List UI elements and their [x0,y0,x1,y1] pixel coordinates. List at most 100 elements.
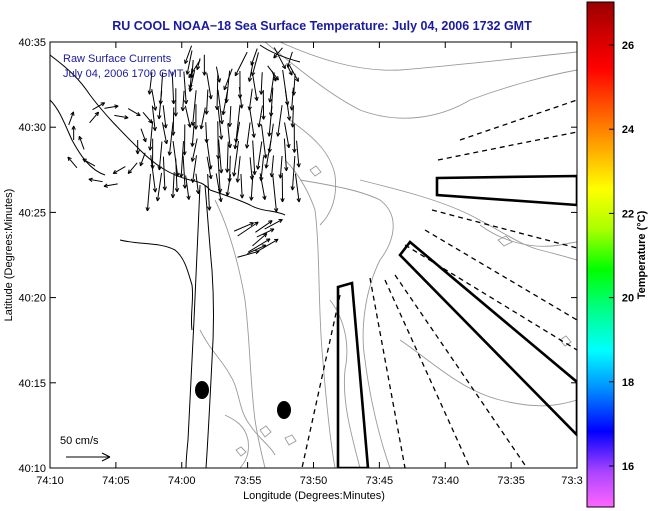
current-vectors [67,45,301,258]
current-vector-arrow [162,156,167,191]
current-vector-arrow [78,135,85,150]
current-vector-arrow [252,140,257,175]
current-vector-arrow [233,222,254,232]
current-vector-arrow [276,105,283,137]
x-tick-label: 74:05 [102,475,130,487]
current-vector-arrow [272,174,279,213]
current-vector-arrow [167,121,174,156]
current-vector-arrow [218,139,224,174]
current-vector-arrow [185,175,191,200]
current-vector-arrow [237,221,259,237]
current-vector-arrow [255,141,263,170]
transect-box-east [435,174,577,207]
y-tick-label: 40:10 [18,463,46,475]
current-vector-arrow [67,156,78,169]
colorbar-tick-label: 18 [622,377,634,389]
current-vector-arrow [161,122,169,145]
current-vector-arrow [204,89,209,115]
colorbar [586,1,615,508]
current-vector-arrow [284,122,291,149]
current-vector-arrow [151,88,158,111]
current-vector-arrow [289,65,299,82]
map-plot-area: Raw Surface Currents July 04, 2006 1700 … [50,42,577,468]
current-vector-arrow [264,139,272,169]
current-vector-arrow [157,141,163,171]
map-title: RU COOL NOAA−18 Sea Surface Temperature:… [112,19,532,33]
current-vector-arrow [184,45,193,64]
current-vector-arrow [142,111,153,124]
current-vector-arrow [140,128,147,143]
colorbar-tick-label: 16 [622,461,634,473]
current-vector-arrow [183,71,189,105]
colorbar-tick-label: 24 [622,124,635,136]
current-vector-arrow [290,105,295,128]
current-vector-arrow [225,174,232,197]
current-vector-arrow [256,228,275,238]
current-vector-arrow [68,111,75,126]
current-vector-arrow [195,173,201,195]
current-vector-arrow [238,87,244,109]
current-vector-arrow [257,238,279,252]
current-vector-arrow [217,89,224,125]
current-vector-arrow [264,218,283,230]
y-tick-label: 40:30 [18,122,46,134]
current-vector-arrow [259,173,267,200]
current-vector-arrow [112,166,126,175]
current-vector-arrow [280,173,285,203]
current-vector-arrow [150,155,158,193]
radial-dashed-lines [301,99,577,468]
current-vector-arrow [292,124,297,153]
x-tick-label: 74:10 [36,475,64,487]
current-vector-arrow [215,173,223,203]
current-vector-arrow [235,156,241,183]
x-tick-label: 73:50 [300,475,328,487]
y-tick-label: 40:35 [18,37,46,49]
current-vector-arrow [190,122,195,147]
current-vector-arrow [162,105,168,129]
current-vector-arrow [290,155,296,191]
current-vector-arrow [127,108,141,117]
current-vector-arrow [232,140,240,177]
current-vector-arrow [249,174,254,201]
x-axis: 74:10 74:05 74:00 73:55 73:50 73:45 73:40 73:35… [36,42,583,487]
coastline [50,44,301,468]
current-vector-arrow [221,89,229,116]
colorbar-tick-label: 20 [622,293,634,305]
current-vector-arrow [286,64,293,76]
current-vector-arrow [157,90,163,120]
current-vector-arrow [82,158,96,167]
current-vector-arrow [184,105,192,128]
current-vector-arrow [249,106,256,138]
current-vector-arrow [248,238,271,253]
current-vector-arrow [202,54,207,76]
current-vector-arrow [114,114,129,120]
colorbar-ticks: 26 24 22 20 18 16 [609,40,635,473]
current-vector-arrow [190,155,197,183]
current-vector-arrow [190,138,198,162]
current-vector-arrow [267,106,273,137]
current-vector-arrow [250,48,258,66]
x-tick-label: 73:3 [561,475,582,487]
current-vector-arrow [223,68,233,91]
current-vector-arrow [207,173,212,211]
current-vector-arrow [257,105,263,128]
current-vector-arrow [188,68,193,89]
current-vector-arrow [185,50,193,75]
current-vector-arrow [252,233,268,247]
current-vector-arrow [139,152,146,167]
transect-box-south [336,281,370,468]
x-axis-label: Longitude (Degrees:Minutes) [243,490,385,502]
current-vector-arrow [259,72,264,95]
inset-date: July 04, 2006 1700 GMT [63,68,184,80]
current-vector-arrow [171,71,176,105]
inset-title: Raw Surface Currents [63,53,172,65]
current-vector-arrow [261,124,268,159]
x-tick-label: 73:40 [431,475,459,487]
y-tick-label: 40:20 [18,293,46,305]
current-vector-arrow [103,183,118,188]
y-axis-label: Latitude (Degrees:Minutes) [3,189,15,322]
station-marker [277,401,291,419]
scale-arrow-head [101,452,111,462]
current-vector-arrow [155,172,163,202]
current-vector-arrow [148,121,154,151]
